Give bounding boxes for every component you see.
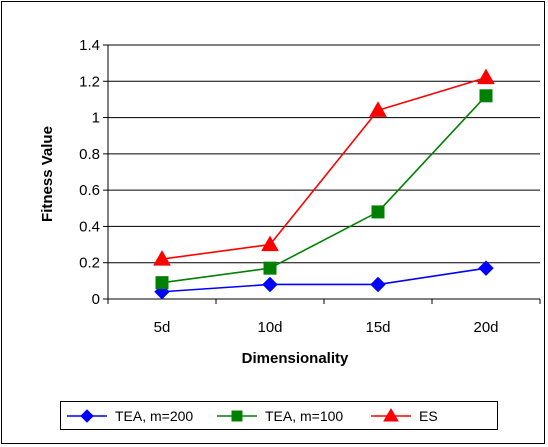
y-axis-title: Fitness Value bbox=[39, 126, 56, 222]
legend-swatch bbox=[371, 407, 411, 421]
x-tick-label: 15d bbox=[365, 319, 390, 336]
series-lines bbox=[153, 68, 495, 300]
y-tick-label: 0.4 bbox=[79, 218, 100, 235]
legend-item: TEA, m=200 bbox=[65, 402, 193, 429]
data-point bbox=[369, 101, 387, 117]
x-tick-label: 5d bbox=[154, 319, 171, 336]
data-point bbox=[479, 89, 493, 103]
x-tick-labels: 5d 10d 15d 20d bbox=[154, 319, 499, 336]
data-point bbox=[478, 260, 494, 276]
series-line bbox=[161, 95, 487, 284]
data-point bbox=[477, 68, 495, 85]
legend-marker bbox=[383, 407, 399, 421]
y-tick-label: 1.4 bbox=[79, 37, 100, 54]
y-tick-label: 0.6 bbox=[79, 182, 100, 199]
legend-swatch bbox=[217, 410, 257, 421]
y-tick-label: 1.2 bbox=[79, 73, 100, 90]
x-tick-label: 20d bbox=[473, 319, 498, 336]
series-2 bbox=[155, 89, 493, 290]
legend-swatch bbox=[67, 408, 107, 423]
axes bbox=[103, 44, 541, 304]
legend-marker bbox=[231, 410, 243, 421]
legend-item: ES bbox=[369, 402, 438, 429]
legend-label: TEA, m=100 bbox=[265, 407, 344, 424]
gridlines bbox=[108, 44, 540, 264]
y-tick-label: 1 bbox=[92, 110, 100, 127]
y-tick-label: 0.2 bbox=[79, 255, 100, 272]
x-tick-label: 10d bbox=[257, 319, 282, 336]
data-point bbox=[155, 276, 169, 290]
y-tick-labels: 0 0.2 0.4 0.6 0.8 1 1.2 1.4 bbox=[79, 37, 100, 308]
y-tick-label: 0 bbox=[92, 291, 100, 308]
legend-label: ES bbox=[419, 407, 438, 424]
legend-label: TEA, m=200 bbox=[115, 407, 194, 424]
x-axis-title: Dimensionality bbox=[242, 350, 349, 367]
y-tick-label: 0.8 bbox=[79, 146, 100, 163]
data-point bbox=[371, 205, 385, 219]
data-point bbox=[370, 276, 386, 293]
data-point bbox=[153, 250, 171, 266]
data-point bbox=[263, 261, 277, 275]
series-3 bbox=[153, 68, 495, 266]
series-line bbox=[161, 267, 487, 293]
data-point bbox=[261, 235, 279, 252]
data-point bbox=[262, 276, 278, 293]
series-1 bbox=[154, 260, 494, 300]
legend-item: TEA, m=100 bbox=[215, 402, 343, 429]
legend: TEA, m=200 TEA, m=100 ES bbox=[60, 401, 498, 430]
series-line bbox=[161, 76, 487, 260]
legend-marker bbox=[80, 408, 94, 423]
